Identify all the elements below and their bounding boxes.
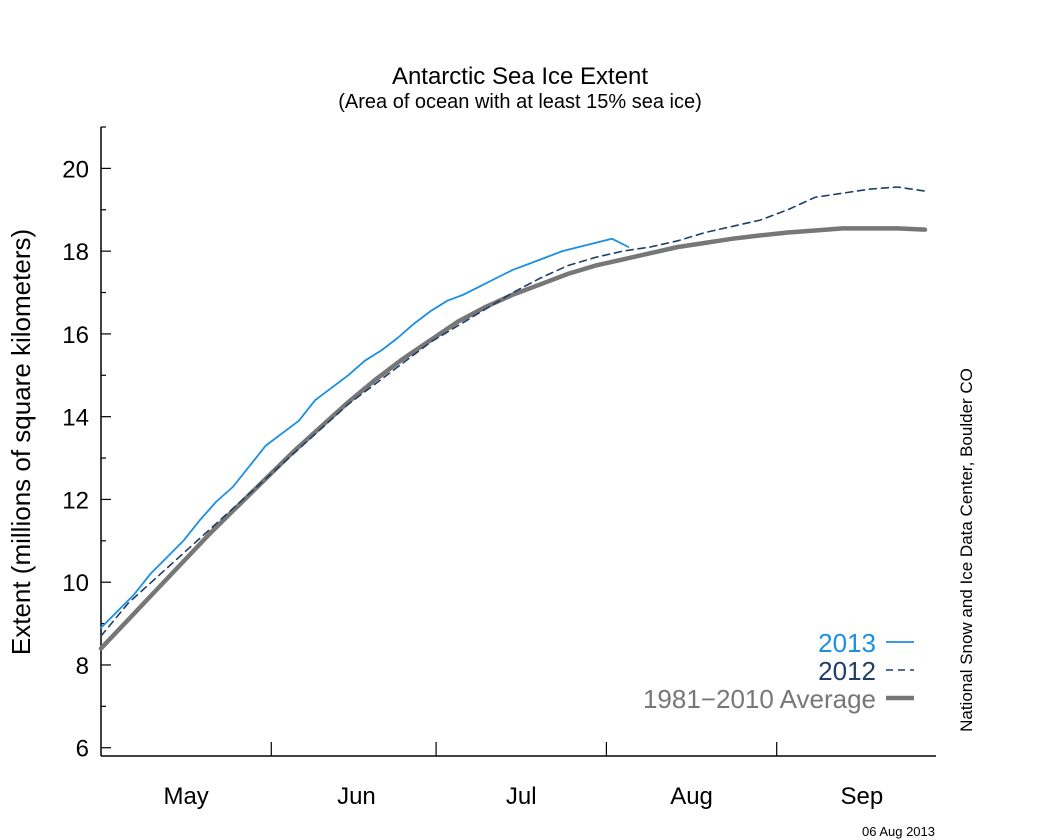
credit-label: National Snow and Ice Data Center, Bould… <box>957 368 976 732</box>
y-tick-label: 16 <box>62 322 89 349</box>
series-line-2012 <box>100 186 926 637</box>
x-month-label: Sep <box>840 783 883 810</box>
plot-area <box>98 186 928 651</box>
legend-label: 1981−2010 Average <box>643 684 876 714</box>
y-tick-label: 14 <box>62 405 89 432</box>
series-line-2013 <box>100 237 630 629</box>
y-tick-label: 18 <box>62 239 89 266</box>
x-month-label: Jul <box>506 783 537 810</box>
y-tick-label: 6 <box>76 736 89 763</box>
y-axis-label: Extent (millions of square kilometers) <box>6 229 36 655</box>
y-tick-label: 8 <box>76 653 89 680</box>
chart-subtitle: (Area of ocean with at least 15% sea ice… <box>338 91 702 113</box>
chart-title: Antarctic Sea Ice Extent <box>392 63 648 90</box>
axes: 6 8 10 12 14 16 18 20 May Jun Jul Aug Sep <box>62 126 936 810</box>
legend-label: 2013 <box>818 628 876 658</box>
date-stamp: 06 Aug 2013 <box>862 824 935 839</box>
x-month-label: Jun <box>337 783 376 810</box>
y-tick-label: 12 <box>62 487 89 514</box>
y-tick-label: 20 <box>62 156 89 183</box>
series-line-average <box>98 226 928 651</box>
y-tick-label: 10 <box>62 570 89 597</box>
x-month-label: May <box>163 783 208 810</box>
x-month-label: Aug <box>670 783 713 810</box>
legend-label: 2012 <box>818 656 876 686</box>
